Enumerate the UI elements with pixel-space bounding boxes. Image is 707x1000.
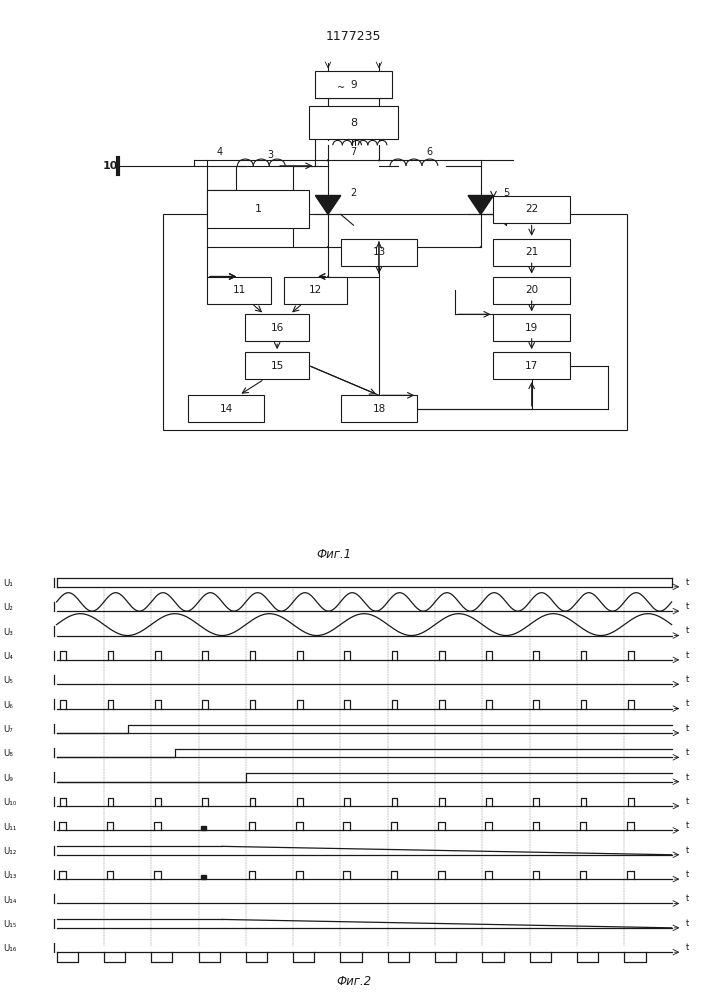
Text: t: t (686, 773, 689, 782)
Text: 1: 1 (255, 204, 262, 214)
Text: Фиг.1: Фиг.1 (317, 548, 352, 561)
FancyBboxPatch shape (493, 314, 570, 341)
Text: 4: 4 (217, 147, 223, 157)
FancyBboxPatch shape (245, 314, 309, 341)
Text: U₁₁: U₁₁ (4, 823, 17, 832)
Text: 2: 2 (351, 188, 356, 198)
Text: U₉: U₉ (4, 774, 13, 783)
Text: U₇: U₇ (4, 725, 13, 734)
Text: U₁₃: U₁₃ (4, 871, 17, 880)
Text: 7: 7 (351, 147, 356, 157)
FancyBboxPatch shape (245, 352, 309, 379)
Text: 6: 6 (427, 147, 433, 157)
FancyBboxPatch shape (493, 352, 570, 379)
Text: t: t (686, 919, 689, 928)
FancyBboxPatch shape (309, 106, 398, 139)
Text: 11: 11 (233, 285, 245, 295)
Text: t: t (686, 870, 689, 879)
Text: t: t (686, 675, 689, 684)
FancyBboxPatch shape (284, 276, 347, 304)
Text: U₆: U₆ (4, 701, 13, 710)
Text: 9: 9 (350, 80, 357, 90)
Text: 13: 13 (373, 247, 385, 257)
Text: t: t (686, 602, 689, 611)
Text: U₁: U₁ (4, 579, 13, 588)
FancyBboxPatch shape (493, 239, 570, 266)
Text: t: t (686, 748, 689, 757)
Text: t: t (686, 846, 689, 855)
Text: 14: 14 (220, 404, 233, 414)
Polygon shape (201, 874, 206, 879)
Text: U₈: U₈ (4, 749, 13, 758)
Text: t: t (686, 651, 689, 660)
Text: Фиг.2: Фиг.2 (336, 975, 371, 988)
Text: t: t (686, 724, 689, 733)
Text: U₅: U₅ (4, 676, 13, 685)
Text: 19: 19 (525, 323, 538, 333)
Text: 15: 15 (271, 361, 284, 371)
Text: 12: 12 (309, 285, 322, 295)
Text: U₄: U₄ (4, 652, 13, 661)
FancyBboxPatch shape (207, 276, 271, 304)
Text: U₃: U₃ (4, 628, 13, 637)
Text: t: t (686, 894, 689, 903)
Text: 3: 3 (268, 150, 274, 160)
Text: 1177235: 1177235 (326, 30, 381, 43)
Text: U₁₅: U₁₅ (4, 920, 17, 929)
Text: U₁₆: U₁₆ (4, 944, 17, 953)
Text: t: t (686, 821, 689, 830)
Text: 17: 17 (525, 361, 538, 371)
FancyBboxPatch shape (493, 196, 570, 223)
Text: U₁₀: U₁₀ (4, 798, 17, 807)
Text: 16: 16 (271, 323, 284, 333)
Polygon shape (468, 196, 493, 214)
Polygon shape (201, 826, 206, 830)
Text: U₁₂: U₁₂ (4, 847, 17, 856)
Polygon shape (315, 196, 341, 214)
Text: U₂: U₂ (4, 603, 13, 612)
Text: 10: 10 (103, 161, 118, 171)
FancyBboxPatch shape (341, 239, 417, 266)
Text: ~: ~ (337, 83, 345, 93)
Text: 22: 22 (525, 204, 538, 214)
Text: t: t (686, 700, 689, 708)
FancyBboxPatch shape (188, 395, 264, 422)
Text: 8: 8 (350, 118, 357, 128)
FancyBboxPatch shape (493, 276, 570, 304)
FancyBboxPatch shape (207, 190, 309, 228)
Text: U₁₄: U₁₄ (4, 896, 17, 905)
Text: 20: 20 (525, 285, 538, 295)
Text: t: t (686, 578, 689, 587)
Text: t: t (686, 797, 689, 806)
FancyBboxPatch shape (315, 71, 392, 98)
Text: 21: 21 (525, 247, 538, 257)
Text: t: t (686, 626, 689, 635)
Text: t: t (686, 943, 689, 952)
Text: 18: 18 (373, 404, 385, 414)
FancyBboxPatch shape (341, 395, 417, 422)
Text: 5: 5 (503, 188, 509, 198)
